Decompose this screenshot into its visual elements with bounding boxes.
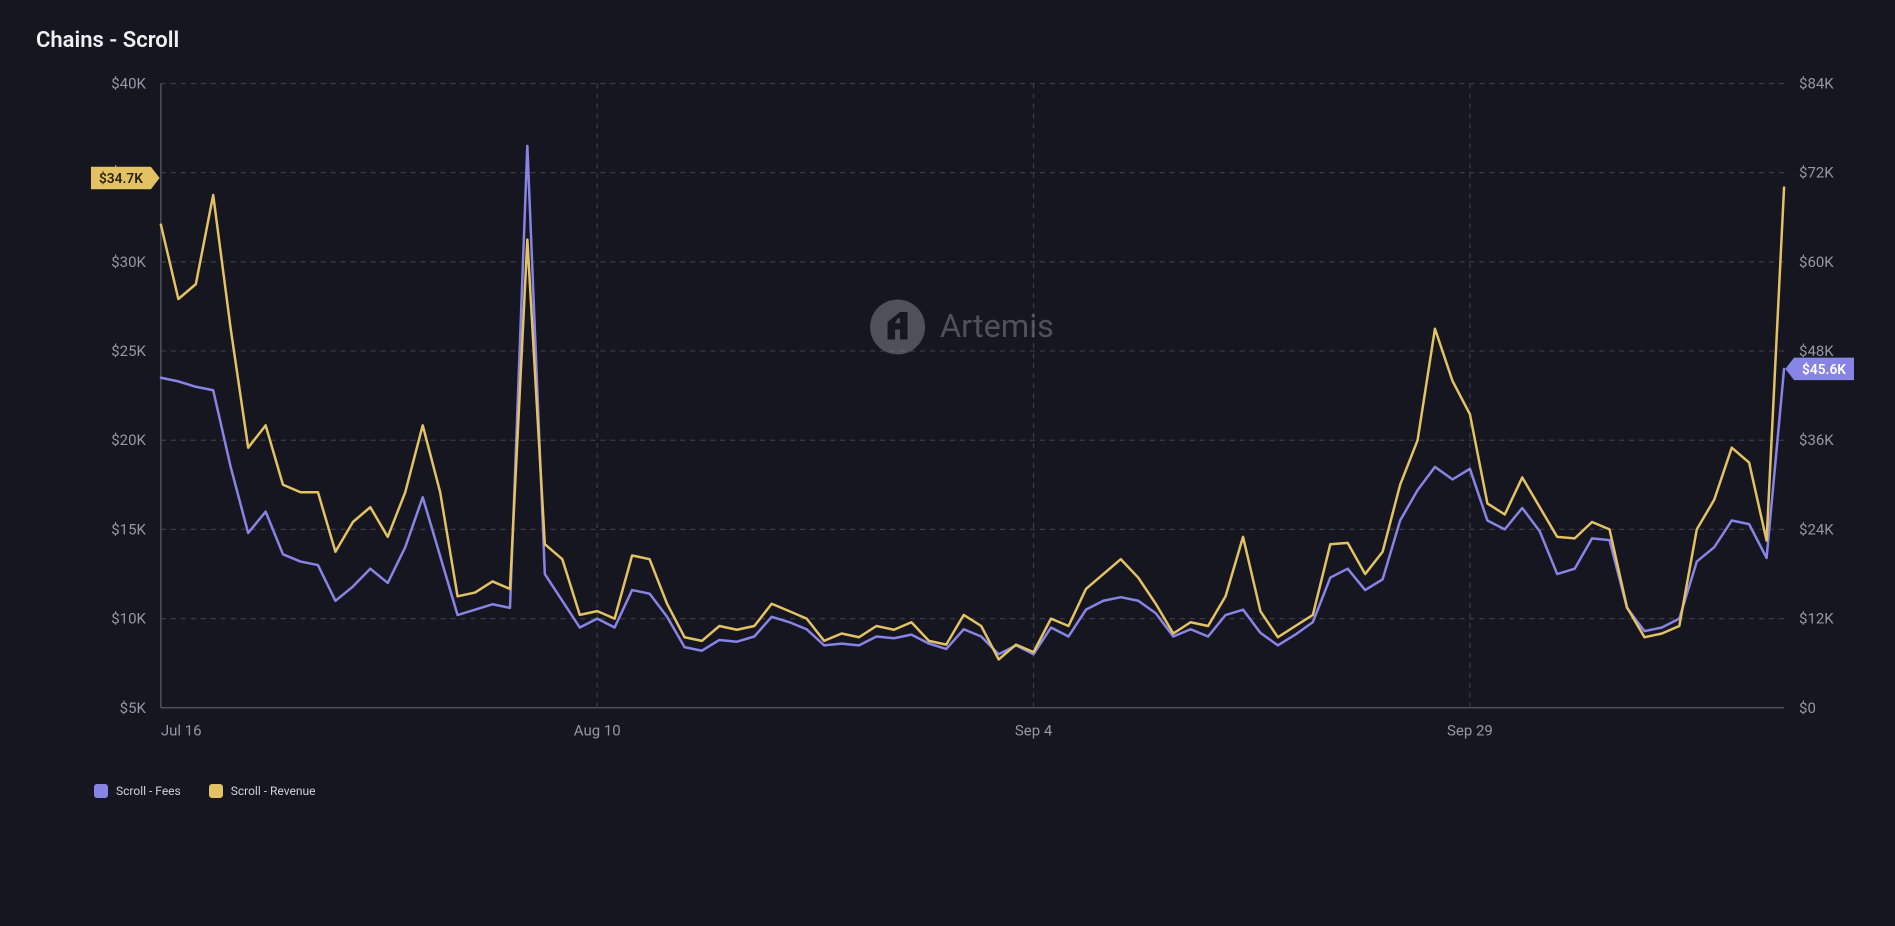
y-right-tick-label: $24K bbox=[1799, 520, 1834, 538]
legend-item[interactable]: Scroll - Revenue bbox=[209, 784, 316, 798]
y-right-tick-label: $72K bbox=[1799, 164, 1834, 182]
watermark-text: Artemis bbox=[940, 307, 1054, 345]
y-right-tick-label: $60K bbox=[1799, 253, 1834, 271]
left-value-badge: $34.7K bbox=[91, 167, 160, 189]
y-left-tick-label: $30K bbox=[111, 253, 146, 271]
y-left-tick-label: $25K bbox=[111, 342, 146, 360]
legend-item[interactable]: Scroll - Fees bbox=[94, 784, 181, 798]
y-left-tick-label: $20K bbox=[111, 431, 146, 449]
x-tick-label: Aug 10 bbox=[574, 721, 621, 739]
page-title: Chains - Scroll bbox=[36, 28, 1859, 53]
y-right-tick-label: $36K bbox=[1799, 431, 1834, 449]
right-value-badge: $45.6K bbox=[1785, 358, 1854, 380]
y-right-tick-label: $0 bbox=[1799, 699, 1816, 717]
x-tick-label: Jul 16 bbox=[161, 721, 202, 739]
legend-swatch bbox=[209, 784, 223, 798]
x-tick-label: Sep 4 bbox=[1015, 721, 1053, 739]
y-left-tick-label: $10K bbox=[111, 610, 146, 628]
line-chart: $5K$10K$15K$20K$25K$30K$35K$40K$0$12K$24… bbox=[36, 71, 1859, 770]
svg-text:$45.6K: $45.6K bbox=[1802, 361, 1846, 378]
series-fees bbox=[161, 146, 1784, 654]
svg-text:$34.7K: $34.7K bbox=[99, 170, 143, 187]
y-left-tick-label: $40K bbox=[111, 74, 146, 92]
y-left-tick-label: $5K bbox=[120, 699, 147, 717]
y-right-tick-label: $12K bbox=[1799, 610, 1834, 628]
watermark: Artemis bbox=[870, 299, 1054, 354]
series-revenue bbox=[161, 187, 1784, 659]
legend: Scroll - Fees Scroll - Revenue bbox=[94, 784, 1859, 798]
legend-label: Scroll - Fees bbox=[116, 784, 181, 798]
chart-container: $5K$10K$15K$20K$25K$30K$35K$40K$0$12K$24… bbox=[36, 71, 1859, 770]
legend-label: Scroll - Revenue bbox=[231, 784, 316, 798]
x-tick-label: Sep 29 bbox=[1447, 721, 1493, 739]
y-right-tick-label: $84K bbox=[1799, 74, 1834, 92]
y-right-tick-label: $48K bbox=[1799, 342, 1834, 360]
y-left-tick-label: $15K bbox=[111, 520, 146, 538]
legend-swatch bbox=[94, 784, 108, 798]
